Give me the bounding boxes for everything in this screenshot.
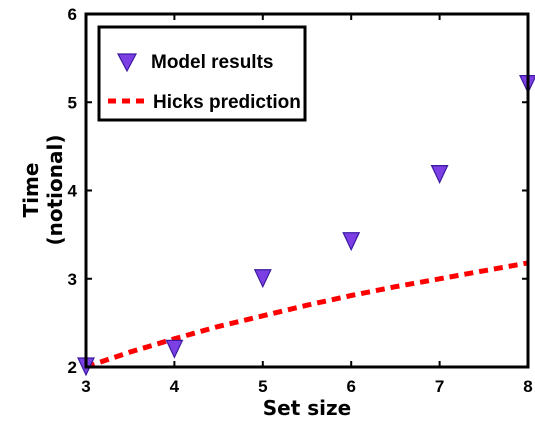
x-tick-label-7: 7 bbox=[435, 377, 444, 396]
legend: Model results Hicks prediction bbox=[97, 25, 307, 122]
legend-marker-model-results bbox=[117, 53, 137, 73]
y-tick-label-3: 3 bbox=[68, 270, 77, 289]
y-tick-label-5: 5 bbox=[68, 93, 77, 112]
x-tick-label-6: 6 bbox=[346, 377, 355, 396]
y-tick-label-6: 6 bbox=[68, 5, 77, 24]
hicks-prediction-line bbox=[85, 260, 529, 370]
legend-label-model-results: Model results bbox=[151, 52, 273, 73]
x-tick-label-5: 5 bbox=[258, 377, 267, 396]
x-axis-title: Set size bbox=[263, 396, 351, 420]
legend-box bbox=[97, 25, 307, 122]
data-point-model-results-3 bbox=[253, 269, 272, 289]
data-point-model-results-5 bbox=[430, 165, 449, 185]
x-tick-label-4: 4 bbox=[170, 377, 180, 396]
y-tick-label-2: 2 bbox=[68, 358, 77, 377]
data-point-model-results-4 bbox=[342, 232, 361, 252]
y-tick-label-4: 4 bbox=[68, 182, 78, 201]
data-point-model-results-2 bbox=[165, 339, 184, 359]
y-axis-title-line-1: Time bbox=[19, 163, 43, 218]
x-tick-label-3: 3 bbox=[81, 377, 90, 396]
legend-label-hicks-prediction: Hicks prediction bbox=[153, 92, 301, 113]
x-tick-label-8: 8 bbox=[523, 377, 532, 396]
y-axis-title-line-2: (notional) bbox=[43, 134, 67, 245]
